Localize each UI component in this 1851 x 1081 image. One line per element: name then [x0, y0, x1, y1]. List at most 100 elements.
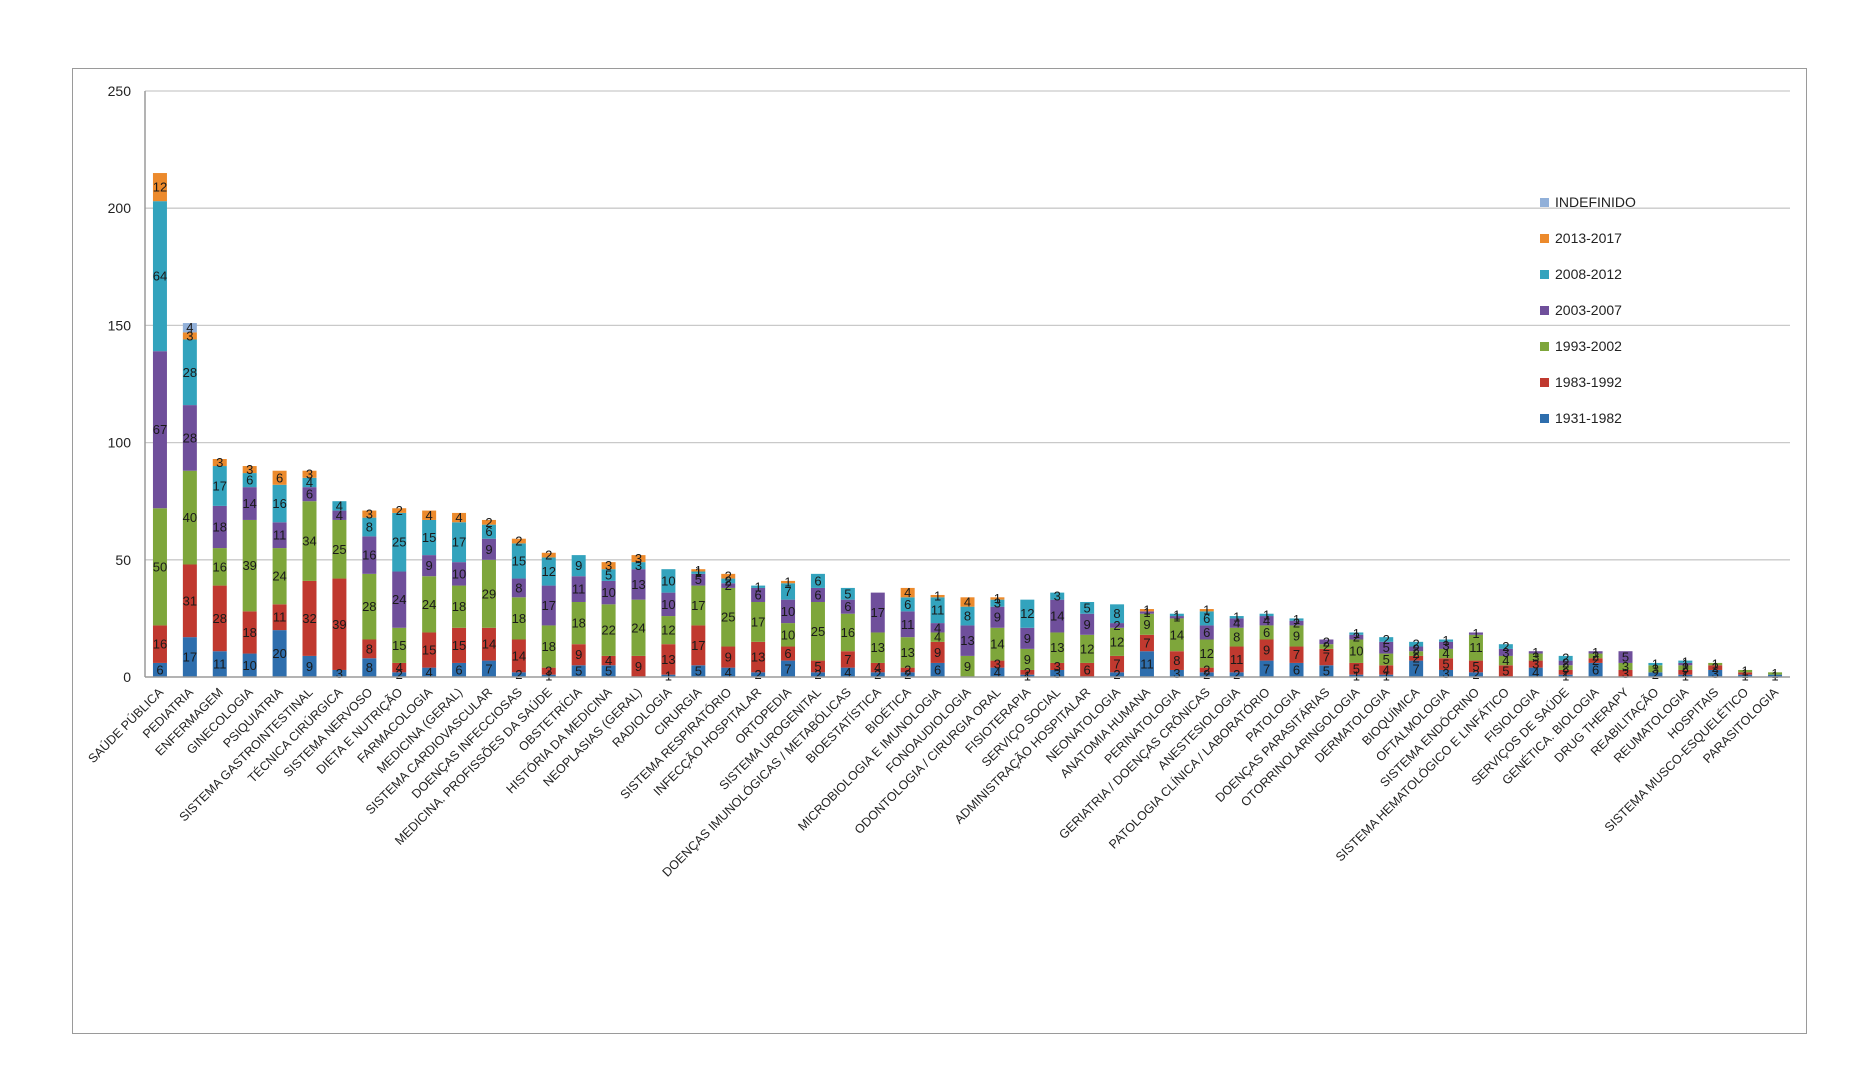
- legend-swatch: [1540, 234, 1549, 243]
- data-label: 12: [542, 564, 556, 579]
- data-label: 4: [934, 620, 941, 635]
- bar-segment: [900, 672, 915, 677]
- bar-segment: [1050, 669, 1065, 677]
- bar-segment: [1468, 672, 1483, 677]
- data-label: 18: [242, 625, 256, 640]
- data-label: 67: [153, 422, 167, 437]
- bar-segment: [990, 606, 1005, 628]
- data-label: 1: [1472, 626, 1479, 641]
- bar-segment: [810, 601, 825, 661]
- data-label: 3: [1622, 666, 1629, 681]
- bar-segment: [481, 559, 496, 628]
- data-label: 2: [1383, 632, 1390, 647]
- bar-segment: [152, 662, 167, 677]
- data-label: 2: [1562, 660, 1569, 675]
- bar-segment: [840, 667, 855, 677]
- data-label: 4: [994, 665, 1001, 680]
- bar-segment: [1169, 651, 1184, 670]
- bar-segment: [1768, 672, 1783, 675]
- bar-segment: [661, 616, 676, 645]
- data-label: 5: [1622, 650, 1629, 665]
- data-label: 39: [332, 617, 346, 632]
- bar-segment: [1439, 641, 1454, 649]
- data-label: 4: [874, 660, 881, 675]
- data-label: 3: [1054, 666, 1061, 681]
- bar-segment: [1528, 667, 1543, 677]
- data-label: 11: [1469, 640, 1483, 655]
- data-label: 18: [512, 611, 526, 626]
- data-label: 6: [246, 473, 253, 488]
- bar-segment: [362, 517, 377, 537]
- bar-segment: [452, 522, 467, 563]
- data-label: 4: [426, 508, 433, 523]
- bar-segment: [631, 555, 646, 563]
- data-label: 4: [336, 508, 343, 523]
- bar-segment: [302, 655, 317, 677]
- bar-segment: [1259, 616, 1274, 626]
- data-label: 1: [1293, 612, 1300, 627]
- data-label: 40: [183, 510, 197, 525]
- bar-segment: [1708, 662, 1723, 666]
- bar-segment: [302, 580, 317, 656]
- bar-segment: [242, 473, 257, 488]
- bar-segment: [870, 632, 885, 663]
- bar-segment: [781, 646, 796, 661]
- legend-label: 2008-2012: [1555, 266, 1622, 282]
- data-label: 2: [1293, 616, 1300, 631]
- bar-segment: [1259, 613, 1274, 617]
- data-label: 7: [1263, 661, 1270, 676]
- data-label: 9: [994, 610, 1001, 625]
- data-label: 2: [1562, 665, 1569, 680]
- bar-segment: [392, 627, 407, 663]
- data-label: 14: [1170, 627, 1184, 642]
- data-label: 9: [934, 645, 941, 660]
- data-label: 1: [1442, 633, 1449, 648]
- bar-segment: [422, 510, 437, 520]
- bar-segment: [541, 674, 556, 677]
- bar-segment: [1319, 665, 1334, 677]
- data-label: 2: [1203, 667, 1210, 682]
- data-label: 17: [213, 478, 227, 493]
- data-label: 10: [242, 658, 256, 673]
- bar-segment: [870, 592, 885, 633]
- bar-segment: [362, 639, 377, 659]
- data-label: 1: [695, 565, 702, 580]
- bar-segment: [242, 487, 257, 520]
- bar-segment: [781, 580, 796, 584]
- bar-segment: [721, 667, 736, 677]
- data-label: 8: [1233, 630, 1240, 645]
- bar-segment: [1259, 639, 1274, 661]
- bar-segment: [840, 613, 855, 652]
- data-label: 3: [635, 551, 642, 566]
- bar-segment: [930, 641, 945, 663]
- data-label: 29: [482, 586, 496, 601]
- bar-segment: [452, 627, 467, 663]
- data-label: 12: [153, 180, 167, 195]
- bar-segment: [452, 562, 467, 586]
- data-labels: 6165067641217314028283411281618173101839…: [153, 180, 1779, 684]
- data-label: 1: [755, 579, 762, 594]
- bar-segment: [691, 665, 706, 677]
- data-label: 7: [1113, 657, 1120, 672]
- bar-segment: [1648, 662, 1663, 666]
- bar-segment: [661, 644, 676, 675]
- bar-segment: [930, 623, 945, 633]
- bar-segment: [212, 548, 227, 586]
- data-label: 5: [695, 572, 702, 587]
- bar-segment: [601, 665, 616, 677]
- data-label: 3: [1712, 666, 1719, 681]
- data-label: 14: [242, 496, 256, 511]
- data-label: 17: [871, 605, 885, 620]
- bars: [152, 173, 1783, 677]
- bar-segment: [1588, 662, 1603, 677]
- data-label: 1: [1742, 666, 1749, 681]
- data-label: 2: [1323, 639, 1330, 654]
- bar-segment: [1020, 627, 1035, 649]
- data-label: 1: [1771, 668, 1778, 683]
- data-label: 10: [781, 627, 795, 642]
- data-label: 5: [814, 659, 821, 674]
- bar-segment: [751, 587, 766, 602]
- data-label: 2: [1652, 667, 1659, 682]
- data-label: 9: [635, 659, 642, 674]
- data-label: 5: [1323, 664, 1330, 679]
